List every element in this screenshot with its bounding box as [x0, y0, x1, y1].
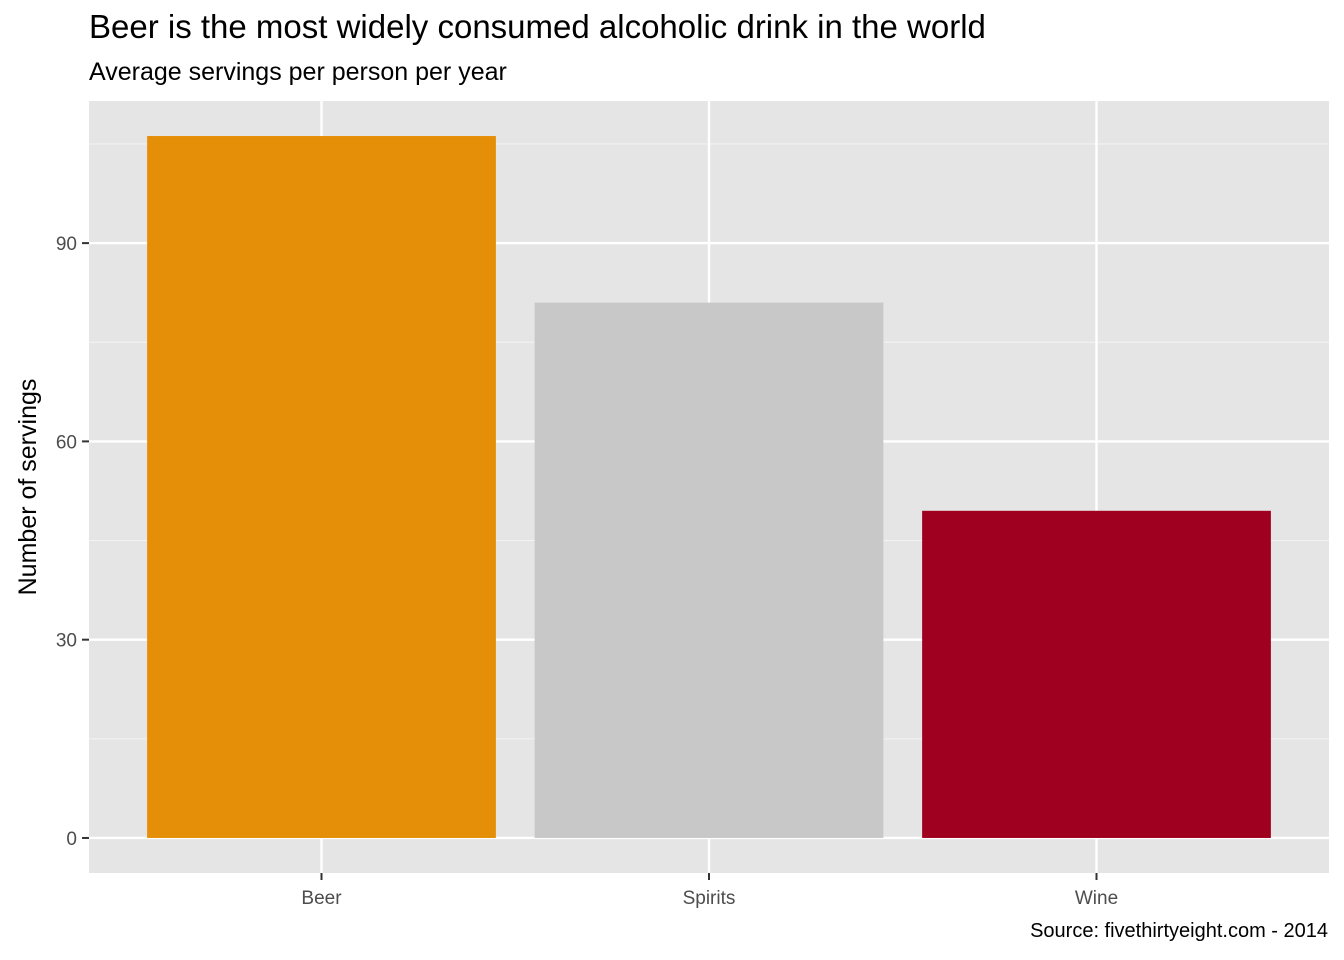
chart-title: Beer is the most widely consumed alcohol…	[89, 8, 986, 45]
source-caption: Source: fivethirtyeight.com - 2014	[1030, 920, 1328, 942]
y-axis: 0 30 60 90	[56, 234, 89, 850]
x-axis: Beer Spirits Wine	[301, 873, 1118, 909]
y-tick-label: 60	[56, 432, 77, 453]
bars	[147, 136, 1271, 838]
chart-subtitle: Average servings per person per year	[89, 58, 507, 86]
bar-spirits	[534, 302, 884, 838]
y-tick-label: 0	[66, 829, 77, 850]
x-tick-label: Wine	[1075, 888, 1118, 909]
x-tick-label: Beer	[301, 888, 342, 909]
y-tick-label: 90	[56, 234, 77, 255]
bar-beer	[147, 136, 496, 838]
bar-wine	[922, 510, 1271, 838]
y-tick-label: 30	[56, 631, 77, 652]
x-tick-label: Spirits	[683, 888, 736, 909]
y-axis-title: Number of servings	[14, 379, 42, 596]
